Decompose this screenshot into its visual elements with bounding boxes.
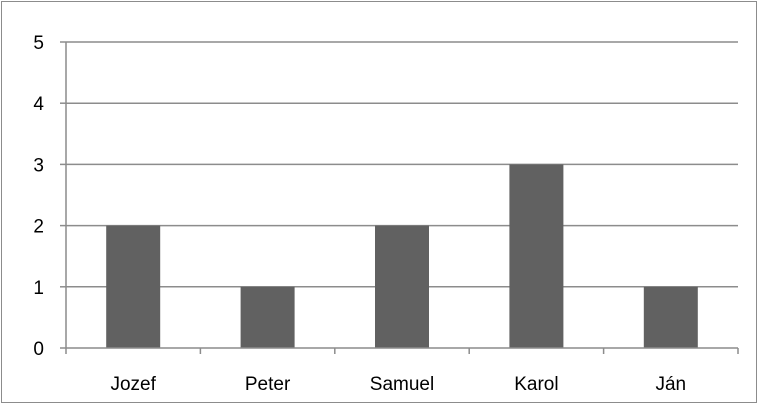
x-tick-label: Karol [514,374,558,395]
bar-4 [643,286,698,348]
y-tick-label: 3 [33,155,44,176]
bar-2 [375,225,429,348]
bar-0 [106,225,161,348]
x-tick-label: Ján [655,374,686,395]
x-tick-label: Peter [245,374,291,395]
bar-1 [240,286,295,348]
y-tick-label: 1 [33,278,44,299]
y-tick-label: 2 [33,217,44,238]
tick-labels: 0 1 2 3 4 5 Jozef Peter Samuel Karol Ján [33,33,686,395]
axes [60,41,739,354]
bar-3 [509,164,564,348]
bars [106,164,698,348]
y-tick-label: 0 [33,339,44,360]
x-tick-label: Samuel [370,374,434,395]
y-tick-label: 4 [33,94,44,115]
x-tick-label: Jozef [110,374,156,395]
y-tick-label: 5 [33,33,44,54]
gridlines [66,41,738,288]
